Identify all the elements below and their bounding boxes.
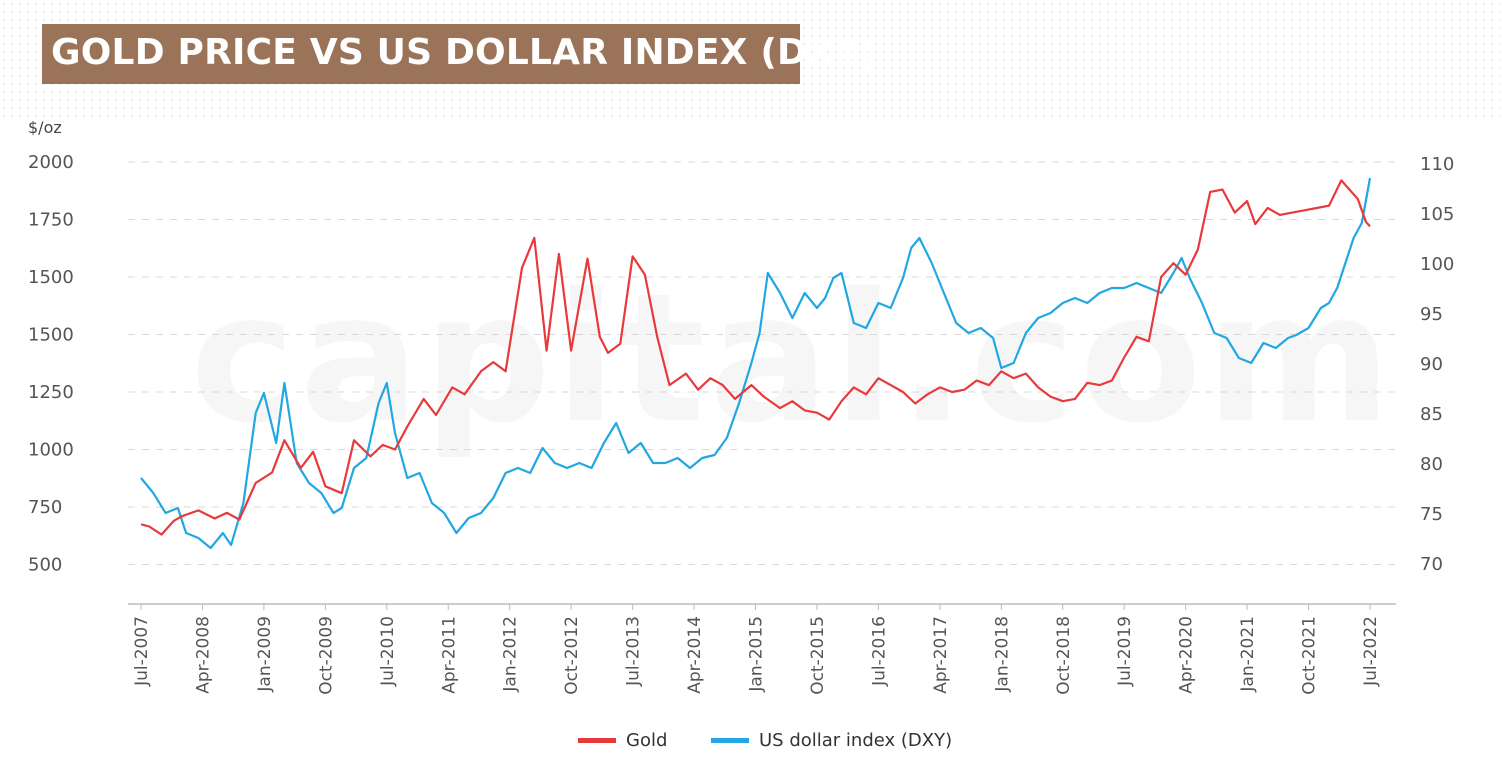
y-right-tick: 70 bbox=[1420, 554, 1443, 575]
x-tick-label: Jul-2016 bbox=[869, 616, 889, 687]
x-tick-label: Jul-2022 bbox=[1361, 616, 1381, 687]
legend-dxy-swatch bbox=[711, 737, 749, 743]
y-left-unit: $/oz bbox=[28, 118, 62, 137]
y-right-tick: 100 bbox=[1420, 254, 1454, 275]
x-tick-label: Jan-2009 bbox=[255, 616, 275, 693]
x-tick-label: Jan-2015 bbox=[747, 616, 767, 693]
x-tick-label: Oct-2018 bbox=[1054, 616, 1074, 695]
dxy-series-line bbox=[140, 177, 1372, 550]
legend-gold-swatch bbox=[578, 737, 616, 743]
x-tick-label: Oct-2009 bbox=[316, 616, 336, 695]
watermark: capital.com bbox=[190, 255, 1396, 462]
x-tick-label: Apr-2020 bbox=[1177, 616, 1197, 694]
x-tick-label: Oct-2021 bbox=[1300, 616, 1320, 695]
y-left-tick: 500 bbox=[28, 555, 62, 576]
y-left-tick: 1250 bbox=[28, 382, 74, 403]
y-left-tick: 750 bbox=[28, 497, 62, 518]
y-left-axis: 2000 1750 1500 1500 1250 1000 750 500 bbox=[28, 152, 74, 576]
x-tick-label: Apr-2011 bbox=[439, 616, 459, 694]
x-tick-label: Jan-2012 bbox=[501, 616, 521, 693]
chart-title: GOLD PRICE VS US DOLLAR INDEX (DXY) bbox=[51, 32, 878, 73]
x-tick-label: Apr-2008 bbox=[193, 616, 213, 694]
x-tick-label: Jan-2018 bbox=[992, 616, 1012, 693]
x-tick-label: Oct-2015 bbox=[808, 616, 828, 695]
legend-item-dxy: US dollar index (DXY) bbox=[711, 728, 952, 752]
x-tick-label: Jul-2019 bbox=[1115, 616, 1135, 687]
y-left-tick: 2000 bbox=[28, 152, 74, 173]
gold-series-line bbox=[140, 179, 1371, 536]
series-layer bbox=[140, 177, 1372, 550]
y-left-tick: 1500 bbox=[28, 267, 74, 288]
x-tick-label: Apr-2014 bbox=[685, 616, 705, 694]
legend-dxy-label: US dollar index (DXY) bbox=[759, 729, 953, 751]
x-tick-label: Jul-2013 bbox=[624, 616, 644, 687]
title-banner: GOLD PRICE VS US DOLLAR INDEX (DXY) bbox=[42, 24, 878, 84]
x-tick-label: Jul-2010 bbox=[378, 616, 398, 687]
x-tick-label: Jan-2021 bbox=[1238, 616, 1258, 693]
y-right-tick: 95 bbox=[1420, 304, 1443, 325]
x-axis: Jul-2007 Apr-2008 Jan-2009 Oct-2009 Jul-2010… bbox=[132, 604, 1381, 695]
y-right-tick: 110 bbox=[1420, 154, 1454, 175]
y-right-tick: 105 bbox=[1420, 204, 1454, 225]
x-tick-label: Oct-2012 bbox=[562, 616, 582, 695]
legend-gold-label: Gold bbox=[626, 729, 668, 751]
y-right-tick: 85 bbox=[1420, 404, 1443, 425]
legend-item-gold: Gold bbox=[578, 728, 667, 752]
grid-lines bbox=[128, 161, 1396, 565]
x-tick-label: Apr-2017 bbox=[931, 616, 951, 694]
y-right-axis: 110 105 100 95 90 85 80 75 70 bbox=[1420, 154, 1454, 575]
y-right-tick: 90 bbox=[1420, 354, 1443, 375]
y-right-tick: 75 bbox=[1420, 504, 1443, 525]
y-left-tick: 1000 bbox=[28, 440, 74, 461]
y-left-tick: 1750 bbox=[28, 210, 74, 231]
y-left-tick: 1500 bbox=[28, 325, 74, 346]
y-right-tick: 80 bbox=[1420, 454, 1443, 475]
x-tick-label: Jul-2007 bbox=[132, 616, 152, 687]
